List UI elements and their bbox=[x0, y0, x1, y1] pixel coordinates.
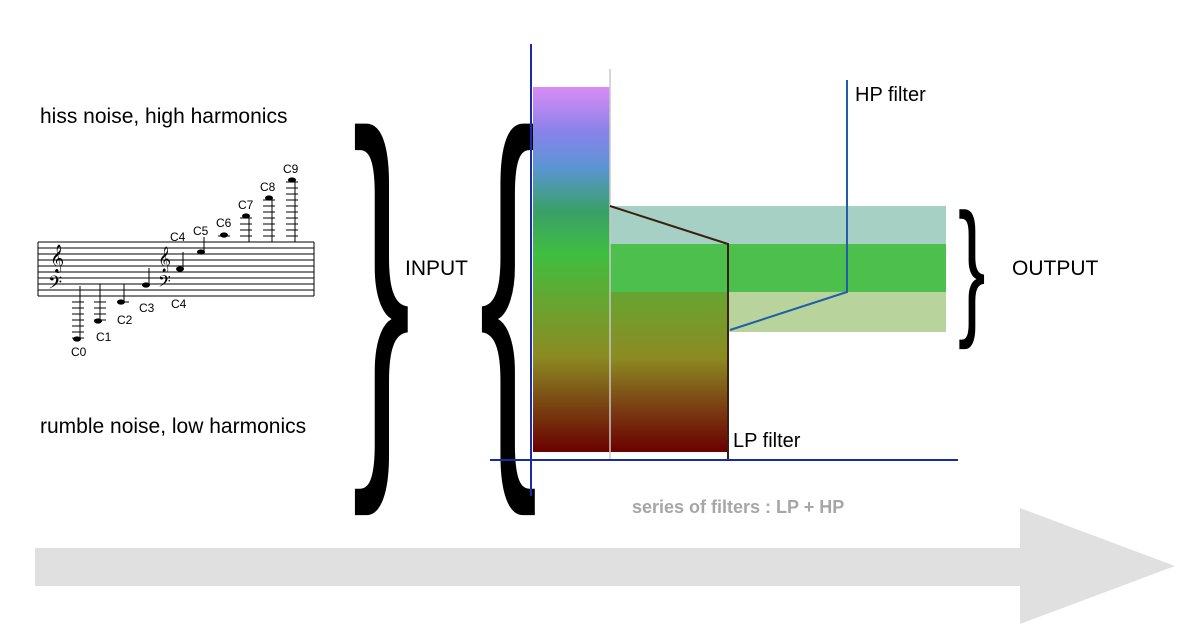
series-caption: series of filters : LP + HP bbox=[632, 497, 844, 517]
treble-clef-icon: 𝄞 bbox=[50, 245, 64, 273]
process-arrow-icon bbox=[35, 508, 1175, 624]
note-label-c4-lower: C4 bbox=[171, 297, 187, 311]
note-label-c6: C6 bbox=[216, 216, 232, 230]
output-label: OUTPUT bbox=[1012, 257, 1099, 280]
note-label-c8: C8 bbox=[260, 180, 276, 194]
input-brace-left-icon: { bbox=[479, 49, 538, 520]
output-band-top bbox=[610, 206, 946, 244]
treble-clef-mid-icon: 𝄞 bbox=[158, 246, 171, 272]
note-label-c3: C3 bbox=[139, 301, 155, 315]
note-label-c7: C7 bbox=[238, 198, 254, 212]
output-brace-icon: } bbox=[958, 182, 986, 351]
hiss-noise-label: hiss noise, high harmonics bbox=[40, 105, 287, 128]
note-label-c5: C5 bbox=[193, 224, 209, 238]
bass-clef-icon: 𝄢 bbox=[48, 272, 62, 297]
input-brace-right-icon: } bbox=[352, 49, 411, 520]
input-spectrum-bar bbox=[533, 87, 610, 452]
output-band-low bbox=[728, 292, 946, 332]
hp-filter-label: HP filter bbox=[855, 84, 926, 106]
note-label-c1: C1 bbox=[96, 330, 112, 344]
lp-filter-curve bbox=[609, 205, 729, 460]
music-staff: 𝄞 𝄢 𝄞 𝄢 bbox=[37, 162, 315, 359]
input-label: INPUT bbox=[405, 257, 468, 280]
note-label-c2: C2 bbox=[117, 313, 133, 327]
lp-filter-label: LP filter bbox=[733, 430, 801, 452]
bass-clef-mid-icon: 𝄢 bbox=[158, 273, 171, 295]
output-band-mid bbox=[610, 244, 946, 292]
note-label-c9: C9 bbox=[283, 162, 299, 176]
rumble-noise-label: rumble noise, low harmonics bbox=[40, 415, 306, 438]
note-label-c0: C0 bbox=[71, 345, 87, 359]
hp-filter-curve bbox=[729, 80, 848, 331]
note-label-c4-upper: C4 bbox=[170, 230, 186, 244]
